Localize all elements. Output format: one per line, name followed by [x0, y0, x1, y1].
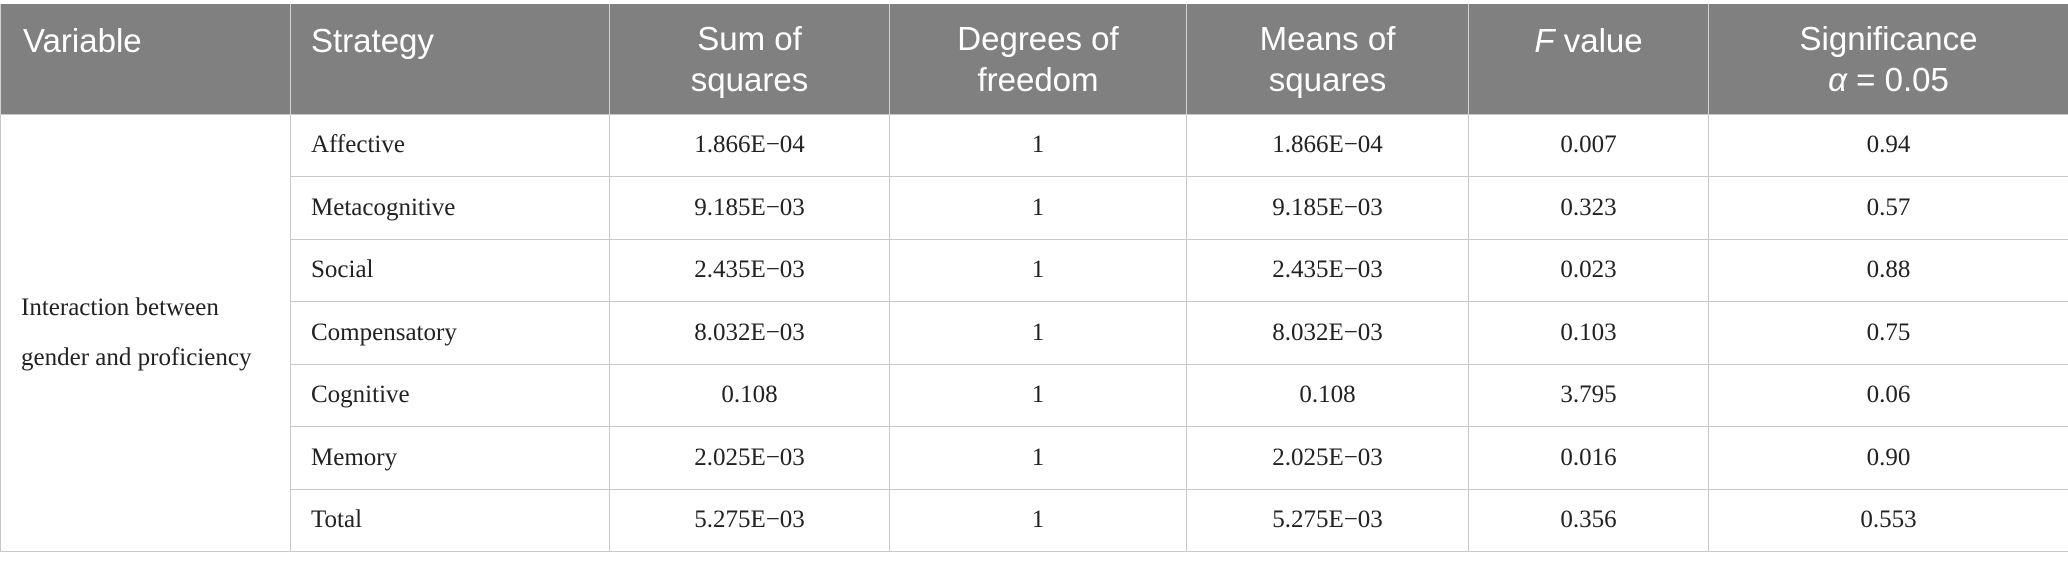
sum-of-squares-cell: 0.108 [609, 363, 890, 427]
significance-cell: 0.90 [1708, 426, 2068, 490]
mean-squares-cell: 2.025E−03 [1186, 426, 1469, 490]
mean-squares-cell: 9.185E−03 [1186, 176, 1469, 240]
table-row: Metacognitive 9.185E−03 1 9.185E−03 0.32… [1, 176, 2068, 240]
f-value-cell: 0.323 [1468, 176, 1709, 240]
strategy-cell: Affective [290, 113, 610, 177]
header-means-of-squares: Means of squares [1186, 4, 1469, 114]
f-value-cell: 0.016 [1468, 426, 1709, 490]
sum-of-squares-cell: 5.275E−03 [609, 488, 890, 552]
strategy-cell: Compensatory [290, 301, 610, 365]
significance-cell: 0.75 [1708, 301, 2068, 365]
df-cell: 1 [889, 363, 1187, 427]
strategy-cell: Cognitive [290, 363, 610, 427]
table-row: Social 2.435E−03 1 2.435E−03 0.023 0.88 [1, 238, 2068, 302]
table-row: Interaction between gender and proficien… [0, 113, 2068, 552]
f-value-cell: 0.356 [1468, 488, 1709, 552]
mean-squares-cell: 2.435E−03 [1186, 238, 1469, 302]
strategy-cell: Memory [290, 426, 610, 490]
mean-squares-cell: 8.032E−03 [1186, 301, 1469, 365]
df-cell: 1 [889, 176, 1187, 240]
variable-cell: Interaction between gender and proficien… [0, 113, 291, 552]
mean-squares-cell: 5.275E−03 [1186, 488, 1469, 552]
df-cell: 1 [889, 113, 1187, 177]
significance-cell: 0.06 [1708, 363, 2068, 427]
f-value-cell: 0.103 [1468, 301, 1709, 365]
sum-of-squares-cell: 2.435E−03 [609, 238, 890, 302]
df-cell: 1 [889, 488, 1187, 552]
mean-squares-cell: 1.866E−04 [1186, 113, 1469, 177]
table-row: Cognitive 0.108 1 0.108 3.795 0.06 [1, 363, 2068, 427]
sum-of-squares-cell: 9.185E−03 [609, 176, 890, 240]
f-value-cell: 3.795 [1468, 363, 1709, 427]
header-degrees-of-freedom: Degrees of freedom [889, 4, 1187, 114]
table-row: Compensatory 8.032E−03 1 8.032E−03 0.103… [1, 301, 2068, 365]
sum-of-squares-cell: 8.032E−03 [609, 301, 890, 365]
strategy-cell: Total [290, 488, 610, 552]
anova-table: Variable Strategy Sum of squares Degrees… [0, 4, 2068, 552]
header-variable: Variable [0, 4, 291, 114]
sum-of-squares-cell: 1.866E−04 [609, 113, 890, 177]
header-row: Variable Strategy Sum of squares Degrees… [0, 4, 2068, 114]
table-row: Memory 2.025E−03 1 2.025E−03 0.016 0.90 [1, 426, 2068, 490]
sum-of-squares-cell: 2.025E−03 [609, 426, 890, 490]
header-f-value: F value [1468, 4, 1709, 114]
df-cell: 1 [889, 301, 1187, 365]
significance-cell: 0.94 [1708, 113, 2068, 177]
significance-cell: 0.57 [1708, 176, 2068, 240]
table-row: Total 5.275E−03 1 5.275E−03 0.356 0.553 [1, 488, 2068, 552]
df-cell: 1 [889, 238, 1187, 302]
strategy-cell: Social [290, 238, 610, 302]
f-value-cell: 0.007 [1468, 113, 1709, 177]
header-sum-of-squares: Sum of squares [609, 4, 890, 114]
mean-squares-cell: 0.108 [1186, 363, 1469, 427]
f-value-cell: 0.023 [1468, 238, 1709, 302]
header-significance: Significance α = 0.05 [1708, 4, 2068, 114]
df-cell: 1 [889, 426, 1187, 490]
strategy-cell: Metacognitive [290, 176, 610, 240]
header-strategy: Strategy [290, 4, 610, 114]
significance-cell: 0.553 [1708, 488, 2068, 552]
significance-cell: 0.88 [1708, 238, 2068, 302]
